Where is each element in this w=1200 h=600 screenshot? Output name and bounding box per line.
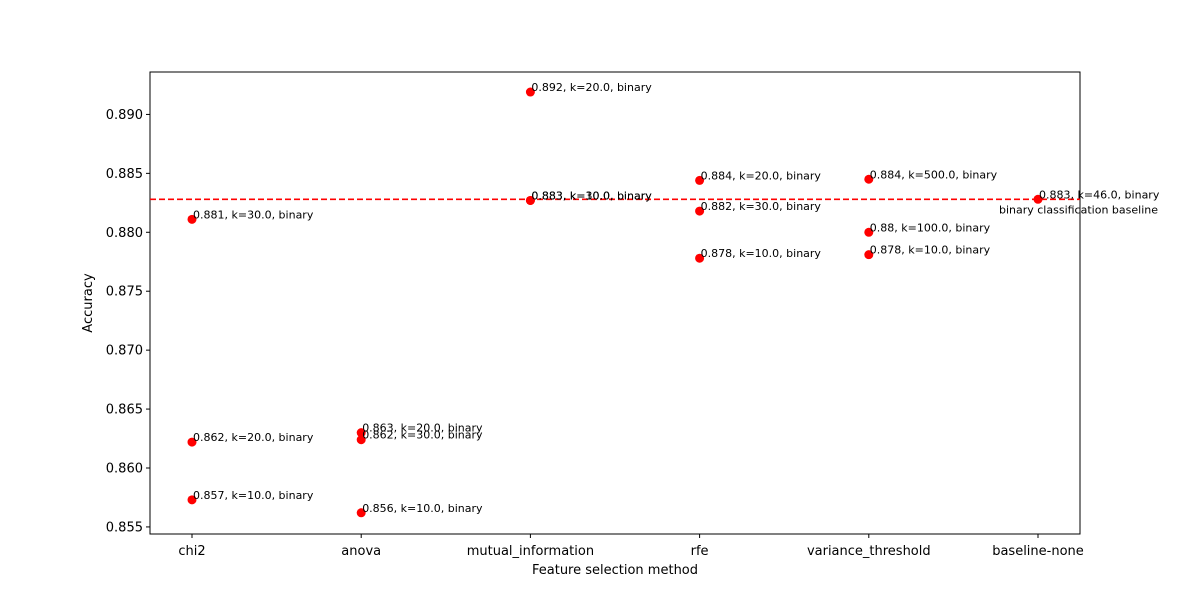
data-point: [695, 253, 705, 263]
data-point: [864, 174, 874, 184]
x-tick-label: baseline-none: [992, 544, 1084, 559]
x-tick-label: variance_threshold: [807, 544, 931, 559]
data-point: [356, 435, 366, 445]
data-point: [187, 495, 197, 505]
data-point-label: 0.878, k=10.0, binary: [701, 247, 822, 260]
y-tick-label: 0.865: [106, 403, 143, 418]
y-tick-label: 0.890: [106, 108, 143, 123]
data-point-label: 0.88, k=100.0, binary: [870, 221, 991, 234]
y-tick-label: 0.870: [106, 344, 143, 359]
y-axis-ticks: 0.855 0.860 0.865 0.870 0.875 0.880 0.885 0.890: [106, 108, 150, 535]
data-point-label: 0.856, k=10.0, binary: [362, 502, 483, 515]
data-point: [695, 175, 705, 185]
data-points: 0.881, k=30.0, binary 0.862, k=20.0, bina…: [187, 81, 1160, 518]
x-tick-label: mutual_information: [467, 544, 594, 559]
data-point-label: 0.883, k=10.0, binary: [531, 189, 652, 202]
data-point-label: 0.863, k=20.0, binary: [362, 422, 483, 435]
data-point-label: 0.881, k=30.0, binary: [193, 208, 314, 221]
y-tick-label: 0.860: [106, 462, 143, 477]
data-point-label: 0.883, k=30.0, binary: [531, 189, 652, 202]
data-point-label: 0.884, k=500.0, binary: [870, 168, 998, 181]
data-point-label: 0.882, k=30.0, binary: [701, 200, 822, 213]
x-axis-ticks: chi2 anova mutual_information rfe variance_t…: [178, 534, 1084, 559]
data-point-label: 0.883, k=46.0, binary: [1039, 188, 1160, 201]
x-axis-label: Feature selection method: [532, 563, 698, 578]
data-point-label: 0.878, k=10.0, binary: [870, 244, 991, 257]
x-tick-label: anova: [341, 544, 381, 559]
data-point-label: 0.862, k=20.0, binary: [193, 431, 314, 444]
data-point: [356, 428, 366, 438]
plot-frame: [149, 71, 1081, 535]
data-point: [864, 227, 874, 237]
baseline-label: binary classification baseline: [999, 203, 1158, 216]
y-axis-label: Accuracy: [81, 273, 96, 333]
y-tick-label: 0.875: [106, 285, 143, 300]
data-point: [356, 508, 366, 518]
data-point-label: 0.884, k=20.0, binary: [701, 169, 822, 182]
data-point: [525, 87, 535, 97]
data-point: [187, 437, 197, 447]
data-point-label: 0.857, k=10.0, binary: [193, 489, 314, 502]
y-tick-label: 0.885: [106, 167, 143, 182]
data-point-label: 0.892, k=20.0, binary: [531, 81, 652, 94]
data-point: [525, 195, 535, 205]
y-tick-label: 0.855: [106, 520, 143, 535]
data-point: [1033, 194, 1043, 204]
y-tick-label: 0.880: [106, 226, 143, 241]
data-point: [187, 214, 197, 224]
data-point: [864, 250, 874, 260]
x-tick-label: chi2: [178, 544, 205, 559]
x-tick-label: rfe: [691, 544, 709, 559]
data-point-label: 0.862, k=30.0, binary: [362, 429, 483, 442]
data-point: [695, 206, 705, 216]
